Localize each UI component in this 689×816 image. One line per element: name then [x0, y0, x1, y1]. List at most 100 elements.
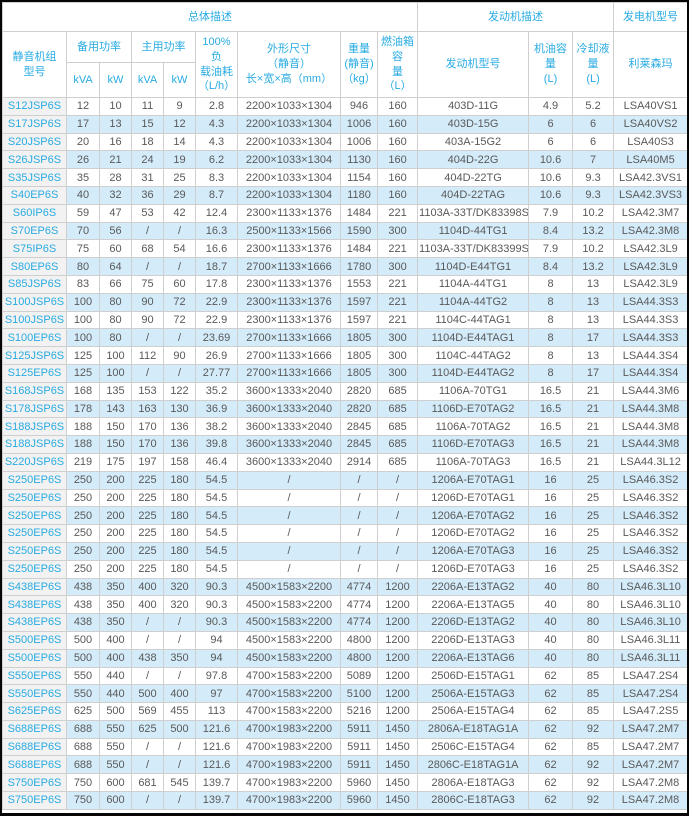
spec-cell: 16	[528, 559, 574, 579]
model-link[interactable]: S60IP6S	[2, 203, 67, 223]
model-link[interactable]: S688EP6S	[2, 737, 67, 757]
col-header-coolant-capacity: 冷却液量 (L)	[572, 31, 615, 98]
spec-cell: 92	[572, 791, 615, 810]
spec-cell: 62	[528, 666, 574, 686]
model-link[interactable]: S26JSP6S	[2, 150, 67, 170]
model-link[interactable]: S750EP6S	[2, 791, 67, 810]
model-link[interactable]: S250EP6S	[2, 524, 67, 543]
spec-cell: 25	[572, 541, 615, 561]
spec-cell: 1106D-E70TAG3	[417, 435, 530, 454]
spec-cell: 5216	[340, 702, 378, 721]
spec-cell: 97	[195, 684, 238, 704]
section-overall-description: 总体描述	[2, 2, 419, 32]
spec-cell: 2206D-E13TAG2	[417, 613, 530, 632]
model-link[interactable]: S250EP6S	[2, 541, 67, 561]
spec-cell: 8.4	[528, 221, 574, 241]
model-link[interactable]: S220JSP6S	[2, 452, 67, 472]
spec-cell: 1104C-44TAG1	[417, 310, 530, 330]
model-link[interactable]: S40EP6S	[2, 185, 67, 205]
col-header-fuel-tank: 燃油箱容 量 （L）	[376, 31, 419, 98]
spec-cell: /	[340, 488, 378, 508]
spec-cell: 685	[376, 452, 419, 472]
spec-cell: 2300×1133×1376	[237, 292, 341, 312]
model-link[interactable]: S438EP6S	[2, 613, 67, 632]
model-link[interactable]: S550EP6S	[2, 684, 67, 704]
spec-cell: 60	[99, 239, 132, 259]
model-link[interactable]: S438EP6S	[2, 577, 67, 597]
model-link[interactable]: S70EP6S	[2, 221, 67, 241]
spec-cell: 1200	[376, 577, 419, 597]
spec-cell: 2700×1133×1666	[237, 257, 341, 276]
table-row: S220JSP6S 219 175 197 158 46.4 3600×1333×2040 2…	[2, 452, 687, 472]
spec-cell: 188	[66, 417, 100, 437]
spec-cell: 21	[572, 417, 615, 437]
spec-cell: 94	[195, 630, 238, 650]
model-link[interactable]: S80EP6S	[2, 257, 67, 276]
model-link[interactable]: S12JSP6S	[2, 97, 67, 116]
spec-cell: 13	[572, 274, 615, 294]
spec-cell: 92	[572, 773, 615, 793]
table-row: S250EP6S 250 200 225 180 54.5///1206D-E70TAG3…	[2, 559, 687, 579]
spec-cell: /	[163, 737, 196, 757]
spec-cell: 350	[163, 648, 196, 668]
spec-cell: 42	[163, 203, 196, 223]
model-link[interactable]: S688EP6S	[2, 719, 67, 739]
model-link[interactable]: S100JSP6S	[2, 292, 67, 312]
model-link[interactable]: S35JSP6S	[2, 168, 67, 187]
spec-cell: 1484	[340, 203, 378, 223]
model-link[interactable]: S20JSP6S	[2, 132, 67, 152]
spec-cell: 4800	[340, 648, 378, 668]
model-link[interactable]: S500EP6S	[2, 630, 67, 650]
model-link[interactable]: S250EP6S	[2, 488, 67, 508]
model-link[interactable]: S250EP6S	[2, 470, 67, 490]
model-link[interactable]: S688EP6S	[2, 755, 67, 775]
table-row: S688EP6S 688 550//121.6 4700×1983×2200 5911 1…	[2, 737, 687, 757]
model-link[interactable]: S750EP6S	[2, 773, 67, 793]
model-link[interactable]: S85JSP6S	[2, 274, 67, 294]
spec-cell: 100	[66, 292, 100, 312]
spec-cell: 2200×1033×1304	[237, 168, 341, 187]
spec-cell: 4500×1583×2200	[237, 648, 341, 668]
model-link[interactable]: S125JSP6S	[2, 346, 67, 365]
spec-cell: 9.3	[572, 185, 615, 205]
spec-cell: /	[376, 488, 419, 508]
spec-cell: /	[131, 613, 164, 632]
model-link[interactable]: S188JSP6S	[2, 417, 67, 437]
spec-cell: 80	[572, 595, 615, 615]
model-link[interactable]: S250EP6S	[2, 559, 67, 579]
spec-cell: 4700×1983×2200	[237, 755, 341, 775]
model-link[interactable]: S100EP6S	[2, 328, 67, 348]
model-link[interactable]: S438EP6S	[2, 595, 67, 615]
spec-cell: 400	[99, 630, 132, 650]
model-link[interactable]: S100JSP6S	[2, 310, 67, 330]
table-row: S70EP6S 70 56//16.3 2500×1133×1566 1590 300 11…	[2, 221, 687, 241]
spec-cell: LSA44.3M8	[613, 435, 687, 454]
spec-cell: 40	[528, 613, 574, 632]
spec-cell: 2806C-E18TAG3	[417, 791, 530, 810]
table-row: S75IP6S 75 60 68 54 16.6 2300×1133×1376 1484 221…	[2, 239, 687, 259]
model-link[interactable]: S17JSP6S	[2, 114, 67, 134]
spec-cell: 200	[99, 506, 132, 526]
spec-cell: 2506A-E15TAG4	[417, 702, 530, 721]
spec-cell: 550	[99, 755, 132, 775]
spec-cell: 2206A-E13TAG2	[417, 577, 530, 597]
model-link[interactable]: S625EP6S	[2, 702, 67, 721]
model-link[interactable]: S168JSP6S	[2, 381, 67, 401]
model-link[interactable]: S250EP6S	[2, 506, 67, 526]
spec-cell: 16	[528, 524, 574, 543]
spec-cell: 2506C-E15TAG4	[417, 737, 530, 757]
table-row: S688EP6S 688 550 625 500 121.6 4700×1983×2200 5…	[2, 719, 687, 739]
spec-cell: 221	[376, 292, 419, 312]
model-link[interactable]: S75IP6S	[2, 239, 67, 259]
spec-cell: 40	[528, 595, 574, 615]
model-link[interactable]: S500EP6S	[2, 648, 67, 668]
spec-cell: 250	[66, 506, 100, 526]
model-link[interactable]: S188JSP6S	[2, 435, 67, 454]
model-link[interactable]: S550EP6S	[2, 666, 67, 686]
model-link[interactable]: S125EP6S	[2, 363, 67, 383]
spec-cell: 2200×1033×1304	[237, 150, 341, 170]
spec-cell: 600	[99, 791, 132, 810]
model-link[interactable]: S178JSP6S	[2, 399, 67, 419]
unit-prime-kw: kW	[163, 62, 196, 98]
